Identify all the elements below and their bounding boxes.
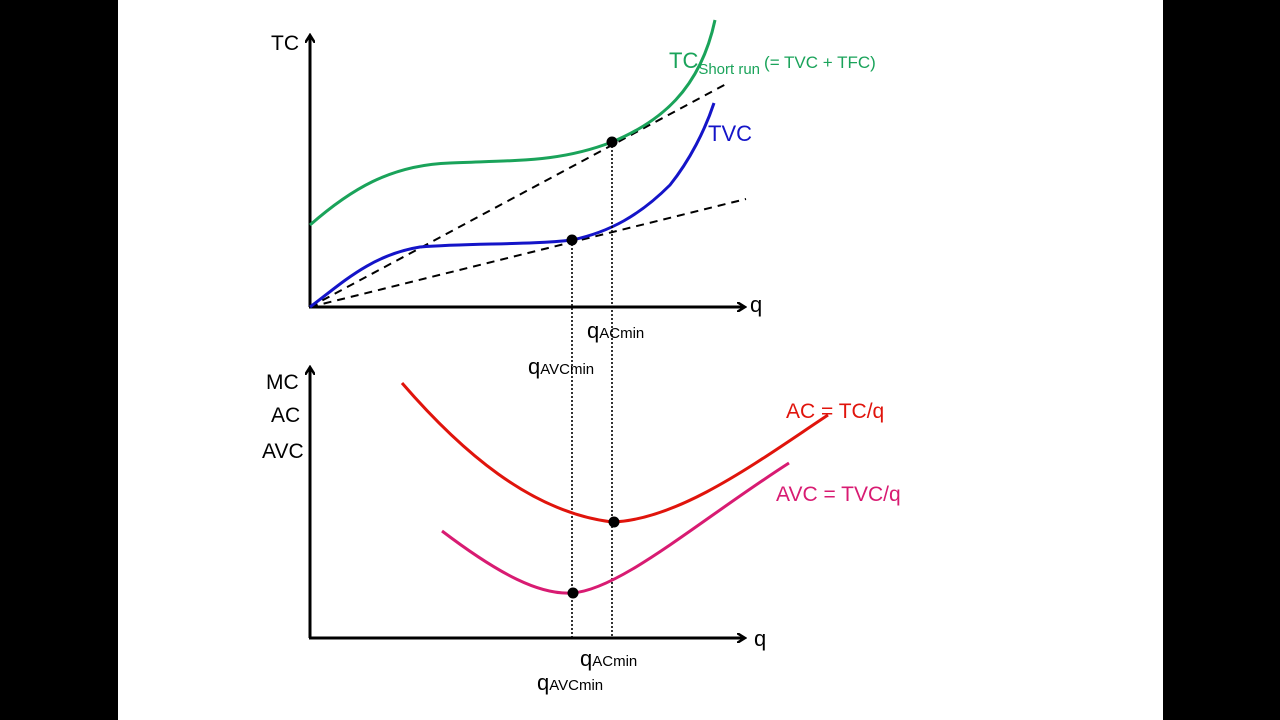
bottom-q-ac-min-label: qACmin [580, 646, 637, 671]
avc-curve [441, 461, 790, 595]
top-q-ac-min-label: qACmin [587, 318, 644, 343]
tc-label-main: TC [669, 48, 698, 73]
q-subscript: ACmin [592, 653, 637, 670]
top-q-avc-min-label: qAVCmin [528, 354, 594, 379]
q-base: q [587, 318, 599, 343]
tvc-label: TVC [708, 121, 752, 146]
tc-tangent-point [606, 136, 618, 148]
tc-label-note: (= TVC + TFC) [764, 53, 876, 72]
tvc-curve [309, 102, 716, 309]
bottom-x-axis-label: q [754, 626, 766, 651]
top-y-axis-label: TC [271, 32, 299, 55]
q-subscript: AVCmin [540, 361, 594, 378]
q-subscript: AVCmin [549, 677, 603, 694]
ac-label: AC = TC/q [786, 400, 884, 423]
bottom-y-label-ac: AC [271, 404, 300, 427]
tc-curve [309, 19, 717, 227]
top-x-axis-label: q [750, 292, 762, 317]
tc-label-subscript: Short run [698, 61, 760, 78]
tc-label: TCShort run (= TVC + TFC) [669, 48, 876, 78]
bottom-q-avc-min-label: qAVCmin [537, 670, 603, 695]
ac-min-point [608, 516, 620, 528]
q-base: q [528, 354, 540, 379]
ac-curve [400, 382, 829, 524]
q-base: q [580, 646, 592, 671]
ray-tangent-tvc [309, 198, 747, 308]
bottom-y-label-mc: MC [266, 371, 299, 394]
q-subscript: ACmin [599, 325, 644, 342]
bottom-y-label-avc: AVC [262, 440, 304, 463]
slide-canvas [118, 0, 1163, 720]
tvc-tangent-point [566, 234, 578, 246]
q-base: q [537, 670, 549, 695]
ray-tangent-tc [309, 82, 729, 308]
avc-label: AVC = TVC/q [776, 483, 901, 506]
avc-min-point [567, 587, 579, 599]
